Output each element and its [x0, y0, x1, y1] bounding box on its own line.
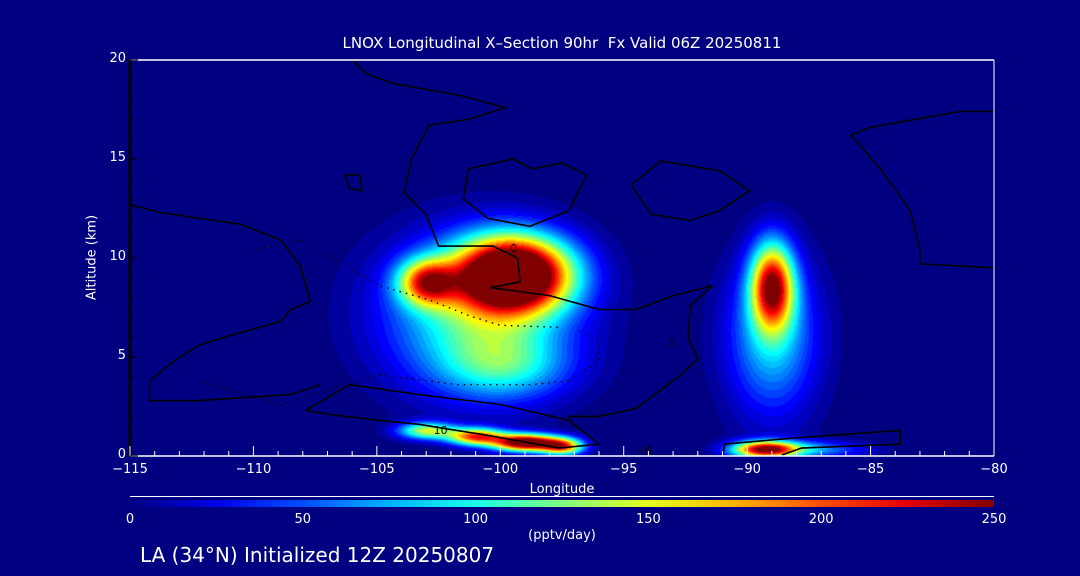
- colorbar-top-line: [130, 496, 994, 497]
- footer-caption: LA (34°N) Initialized 12Z 20250807: [140, 543, 495, 567]
- y-tick-label: 0: [117, 447, 126, 462]
- contour-label: 0: [668, 337, 675, 350]
- x-tick-label: −90: [733, 462, 761, 477]
- colorbar-tick-label: 0: [125, 512, 135, 527]
- x-tick-label: −100: [482, 462, 519, 477]
- contour-line: [721, 429, 902, 457]
- x-tick-label: −95: [609, 462, 638, 477]
- x-tick-label: −110: [235, 462, 272, 477]
- y-tick-label: 20: [109, 51, 126, 66]
- colorbar-tick-label: 50: [294, 512, 312, 527]
- contour-label: 10: [434, 424, 448, 437]
- y-tick-label: 10: [109, 249, 126, 264]
- chart-title: LNOX Longitudinal X–Section 90hr Fx Vali…: [342, 34, 782, 52]
- colorbar-tick-label: 100: [463, 512, 488, 527]
- contour-line: [304, 383, 602, 449]
- y-tick-label: 15: [109, 150, 126, 165]
- x-axis-title: Longitude: [529, 482, 595, 497]
- contour-line: [351, 59, 714, 418]
- contour-line: [462, 158, 588, 228]
- colorbar-tick-label: 150: [635, 512, 661, 527]
- colorbar-tick-label: 200: [808, 512, 834, 527]
- colorbar-tick-label: 250: [981, 512, 1007, 527]
- contour-line: [849, 110, 995, 269]
- contour-line: [344, 174, 363, 192]
- y-axis-title: Altitude (km): [84, 214, 100, 301]
- colorbar: [130, 500, 994, 507]
- x-tick-label: −85: [856, 462, 885, 477]
- contour-line: [198, 330, 600, 406]
- contour-label: 0: [510, 242, 517, 255]
- contour-line: [630, 160, 752, 222]
- x-tick-label: −105: [358, 462, 395, 477]
- colorbar-unit: (pptv/day): [528, 528, 596, 543]
- contour-label: −0: [636, 444, 652, 457]
- heatmap-field: [130, 60, 994, 456]
- contour-line: [129, 203, 321, 402]
- x-tick-label: −80: [980, 462, 1008, 477]
- y-tick-label: 5: [117, 348, 126, 363]
- x-tick-label: −115: [112, 462, 148, 477]
